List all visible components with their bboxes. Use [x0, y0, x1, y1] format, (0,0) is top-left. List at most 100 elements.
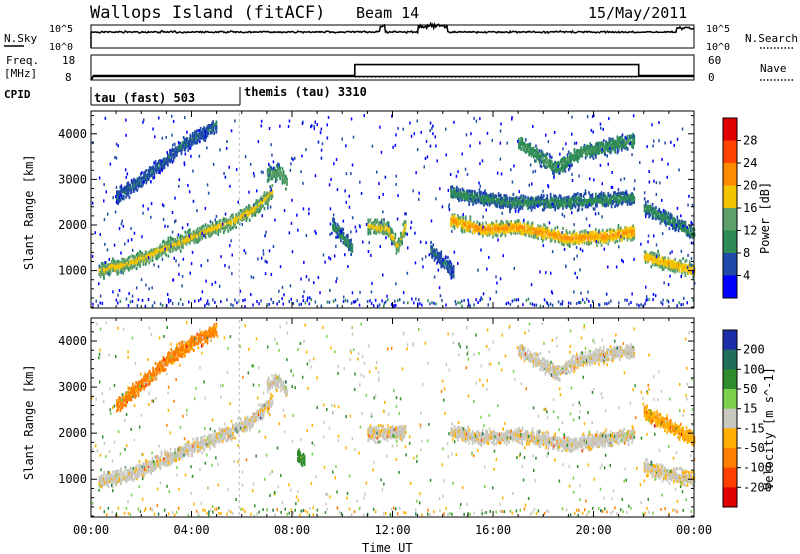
echo-cell — [453, 226, 456, 231]
echo-cell — [589, 235, 592, 239]
echo-cell — [190, 234, 192, 239]
echo-cell — [458, 220, 460, 224]
echo-cell — [393, 235, 396, 240]
echo-cell — [104, 264, 106, 268]
echo-cell — [450, 219, 452, 223]
echo-cell — [202, 127, 204, 131]
echo-cell — [270, 196, 273, 200]
echo-cell — [617, 224, 620, 228]
echo-cell — [105, 265, 107, 269]
echo-cell — [203, 231, 206, 235]
echo-cell — [253, 212, 256, 216]
echo-cell — [346, 235, 349, 239]
echo-cell — [158, 245, 161, 249]
echo-cell — [213, 230, 216, 234]
echo-cell — [596, 243, 598, 247]
echo-cell — [503, 231, 506, 235]
echo-cell — [174, 247, 176, 251]
echo-cell — [123, 266, 126, 270]
echo-cell — [258, 210, 260, 214]
echo-cell — [546, 235, 549, 239]
echo-cell — [263, 191, 266, 195]
echo-cell — [536, 227, 538, 231]
echo-cell — [433, 251, 436, 255]
echo-cell — [121, 189, 124, 193]
echo-cell — [156, 257, 158, 261]
echo-cell — [260, 204, 262, 208]
echo-cell — [132, 181, 134, 185]
echo-cell — [214, 126, 217, 130]
echo-cell — [543, 229, 545, 233]
echo-cell — [103, 272, 105, 276]
echo-cell — [556, 225, 559, 229]
echo-cell — [140, 254, 143, 258]
echo-cell — [462, 216, 465, 220]
echo-cell — [573, 233, 576, 238]
echo-cell — [220, 226, 223, 230]
echo-cell — [524, 195, 527, 199]
echo-cell — [175, 248, 178, 252]
echo-cell — [484, 189, 486, 193]
echo-cell — [519, 224, 521, 229]
echo-cell — [199, 133, 202, 138]
echo-cell — [554, 237, 556, 241]
echo-cell — [369, 218, 372, 222]
echo-cell — [562, 226, 564, 230]
echo-cell — [226, 224, 228, 228]
echo-cell — [144, 250, 147, 254]
echo-cell — [396, 240, 399, 244]
echo-cell — [511, 227, 513, 231]
echo-cell — [277, 167, 279, 171]
echo-cell — [123, 269, 126, 273]
echo-cell — [169, 153, 171, 157]
echo-cell — [601, 236, 604, 240]
echo-cell — [194, 135, 196, 140]
echo-cell — [500, 222, 502, 226]
echo-cell — [564, 236, 567, 240]
echo-cell — [263, 195, 266, 199]
echo-cell — [569, 237, 571, 241]
echo-cell — [462, 221, 465, 225]
echo-cell — [376, 230, 379, 234]
echo-cell — [396, 243, 399, 247]
echo-cell — [539, 229, 542, 233]
echo-cell — [130, 180, 133, 184]
echo-cell — [121, 197, 124, 201]
echo-cell — [194, 239, 197, 243]
echo-cell — [590, 237, 593, 241]
echo-cell — [245, 213, 248, 217]
echo-cell — [207, 128, 210, 132]
echo-cell — [397, 249, 400, 253]
echo-cell — [382, 226, 384, 230]
echo-cell — [584, 191, 587, 196]
echo-cell — [130, 263, 132, 267]
echo-cell — [435, 253, 438, 257]
echo-cell — [193, 137, 195, 141]
echo-cell — [396, 248, 399, 252]
echo-cell — [447, 264, 449, 268]
echo-cell — [571, 236, 573, 240]
echo-cell — [172, 156, 175, 160]
echo-cell — [451, 213, 454, 217]
echo-cell — [387, 227, 390, 231]
echo-cell — [182, 140, 185, 144]
echo-cell — [133, 255, 136, 259]
echo-cell — [144, 170, 147, 174]
echo-cell — [515, 222, 518, 226]
echo-cell — [127, 193, 130, 197]
echo-cell — [162, 161, 165, 165]
echo-cell — [133, 265, 136, 269]
echo-cell — [100, 261, 103, 266]
echo-cell — [477, 227, 480, 232]
echo-cell — [337, 229, 340, 233]
echo-cell — [383, 223, 385, 227]
echo-cell — [238, 212, 241, 216]
echo-cell — [518, 219, 520, 223]
echo-cell — [573, 148, 576, 152]
echo-cell — [172, 153, 175, 157]
echo-cell — [199, 130, 202, 134]
echo-cell — [469, 229, 472, 233]
echo-cell — [225, 225, 227, 229]
echo-cell — [562, 204, 564, 208]
echo-cell — [556, 230, 559, 235]
